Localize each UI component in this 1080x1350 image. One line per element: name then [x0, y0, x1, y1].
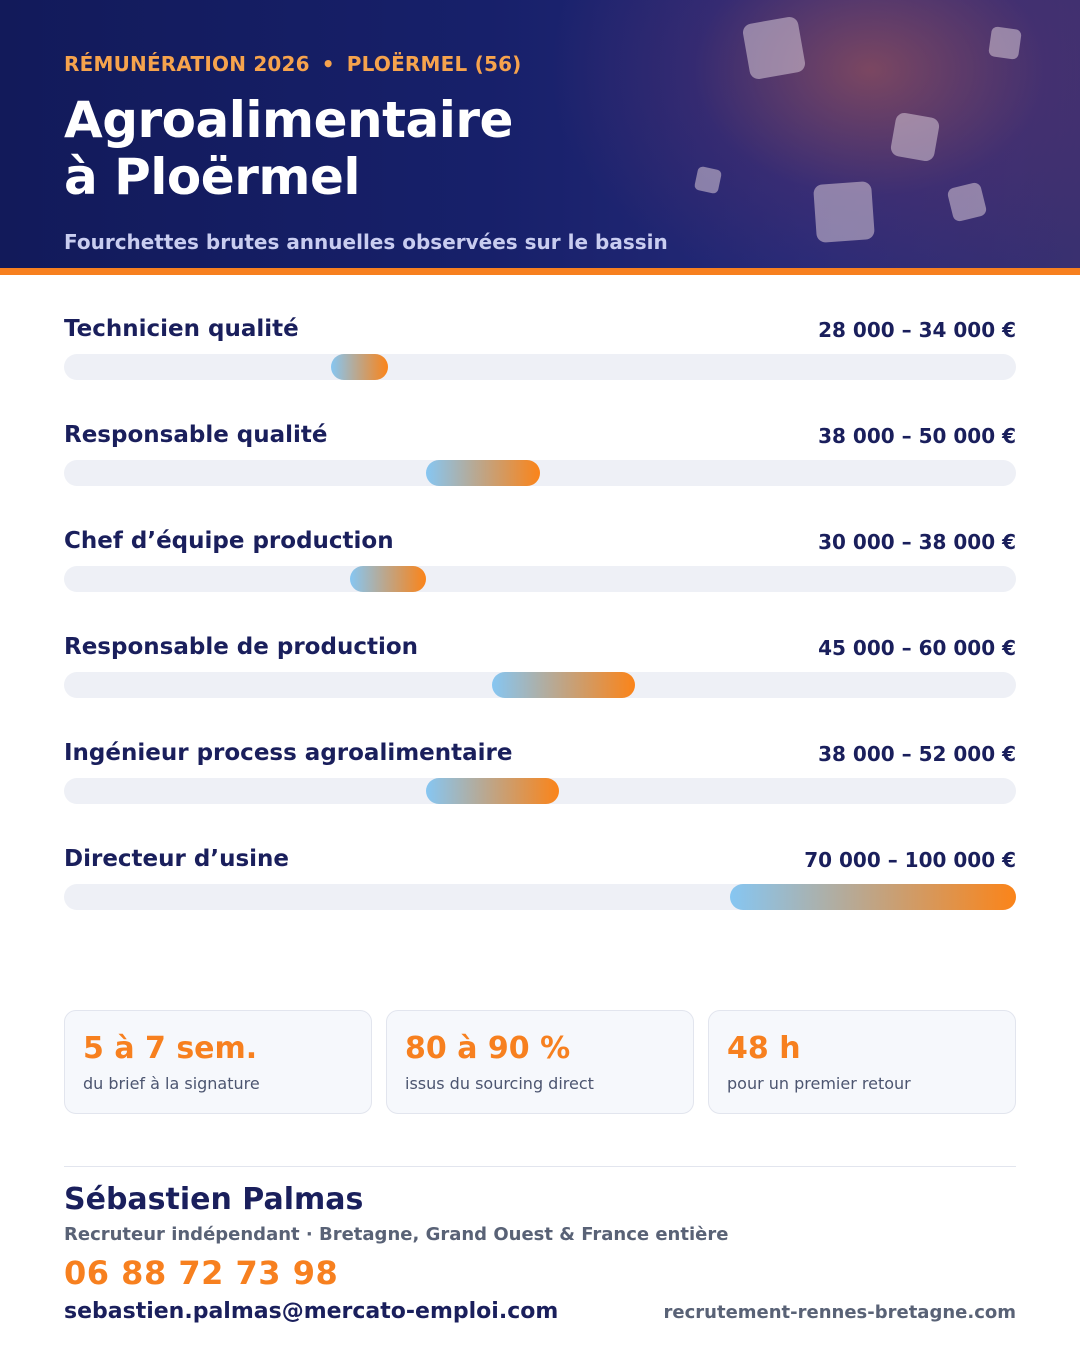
stat-card: 5 à 7 sem. du brief à la signature — [64, 1010, 372, 1114]
stat-value: 80 à 90 % — [405, 1031, 571, 1066]
salary-row: Directeur d’usine 70 000 – 100 000 € — [64, 846, 1016, 952]
contact-website[interactable]: recrutement-rennes-bretagne.com — [663, 1302, 1016, 1323]
title-line-1: Agroalimentaire — [64, 91, 513, 149]
range-track — [64, 566, 1016, 592]
salary-row: Technicien qualité 28 000 – 34 000 € — [64, 316, 1016, 422]
decorative-square — [988, 26, 1022, 60]
salary-range-label: 30 000 – 38 000 € — [818, 530, 1016, 554]
decorative-square — [693, 165, 723, 195]
page-subtitle: Fourchettes brutes annuelles observées s… — [64, 230, 668, 254]
salary-range-label: 28 000 – 34 000 € — [818, 318, 1016, 342]
range-track — [64, 672, 1016, 698]
range-bar — [730, 884, 1016, 910]
salary-row: Ingénieur process agroalimentaire 38 000 … — [64, 740, 1016, 846]
job-title-label: Chef d’équipe production — [64, 528, 394, 554]
contact-role: Recruteur indépendant · Bretagne, Grand … — [64, 1224, 729, 1245]
contact-phone[interactable]: 06 88 72 73 98 — [64, 1254, 339, 1292]
decorative-square — [889, 111, 941, 163]
range-bar — [425, 778, 560, 804]
stat-value: 48 h — [727, 1031, 801, 1066]
range-bar — [349, 566, 426, 592]
job-title-label: Directeur d’usine — [64, 846, 289, 872]
header-accent-rule — [0, 268, 1080, 275]
stat-value: 5 à 7 sem. — [83, 1031, 258, 1066]
job-title-label: Ingénieur process agroalimentaire — [64, 740, 513, 766]
salary-range-chart: Technicien qualité 28 000 – 34 000 € Respo… — [64, 316, 1016, 952]
range-bar — [492, 672, 636, 698]
stats-row: 5 à 7 sem. du brief à la signature 80 à … — [64, 1010, 1016, 1114]
page-title: Agroalimentaire à Ploërmel — [64, 92, 513, 206]
range-track — [64, 778, 1016, 804]
stat-card: 80 à 90 % issus du sourcing direct — [386, 1010, 694, 1114]
decorative-square — [946, 181, 988, 223]
job-title-label: Responsable qualité — [64, 422, 328, 448]
header-banner: RÉMUNÉRATION 2026 • PLOËRMEL (56) Agroalim… — [0, 0, 1080, 268]
stat-label: issus du sourcing direct — [405, 1074, 594, 1093]
stat-card: 48 h pour un premier retour — [708, 1010, 1016, 1114]
eyebrow-location: PLOËRMEL (56) — [346, 52, 522, 76]
job-title-label: Technicien qualité — [64, 316, 299, 342]
range-track — [64, 354, 1016, 380]
decorative-square — [813, 181, 875, 243]
range-track — [64, 460, 1016, 486]
salary-range-label: 45 000 – 60 000 € — [818, 636, 1016, 660]
contact-name: Sébastien Palmas — [64, 1182, 364, 1217]
contact-email[interactable]: sebastien.palmas@mercato-emploi.com — [64, 1299, 559, 1324]
range-track — [64, 884, 1016, 910]
eyebrow: RÉMUNÉRATION 2026 • PLOËRMEL (56) — [64, 52, 522, 76]
salary-range-label: 38 000 – 50 000 € — [818, 424, 1016, 448]
decorative-square — [741, 15, 807, 81]
salary-row: Responsable de production 45 000 – 60 000… — [64, 634, 1016, 740]
salary-row: Responsable qualité 38 000 – 50 000 € — [64, 422, 1016, 528]
title-line-2: à Ploërmel — [64, 148, 361, 206]
stat-label: pour un premier retour — [727, 1074, 911, 1093]
eyebrow-separator: • — [321, 52, 335, 76]
range-bar — [425, 460, 540, 486]
salary-range-label: 38 000 – 52 000 € — [818, 742, 1016, 766]
eyebrow-topic: RÉMUNÉRATION 2026 — [64, 52, 310, 76]
salary-range-label: 70 000 – 100 000 € — [804, 848, 1016, 872]
job-title-label: Responsable de production — [64, 634, 419, 660]
range-bar — [330, 354, 388, 380]
salary-row: Chef d’équipe production 30 000 – 38 000 … — [64, 528, 1016, 634]
stat-label: du brief à la signature — [83, 1074, 260, 1093]
footer-divider — [64, 1166, 1016, 1167]
